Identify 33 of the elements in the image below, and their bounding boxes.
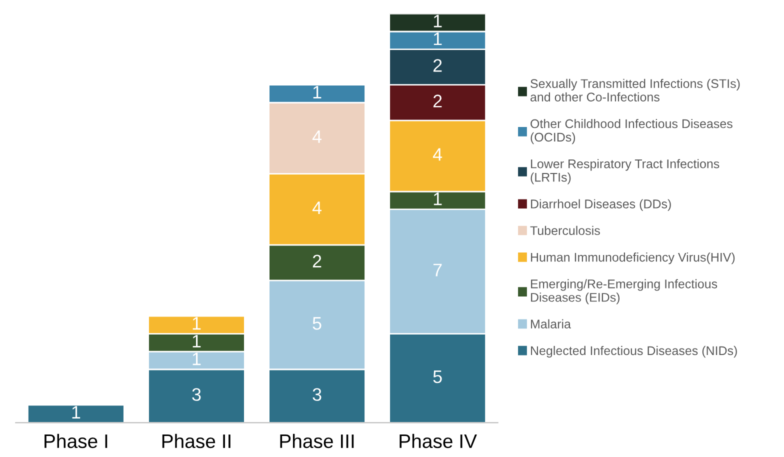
x-tick-label: Phase IV: [400, 434, 477, 448]
data-label: 4: [312, 202, 322, 214]
data-label: 4: [432, 148, 442, 161]
data-label: 1: [434, 14, 442, 28]
data-label: 3: [192, 388, 201, 401]
legend-label: Other Childhood Infectious Diseases (OCIDs): [530, 118, 732, 144]
data-label: 2: [433, 94, 442, 108]
data-label: 5: [312, 317, 322, 330]
data-label: 1: [434, 32, 442, 46]
data-label: 1: [192, 317, 201, 330]
data-label: 1: [192, 352, 201, 366]
x-tick-label: Phase III: [280, 434, 354, 448]
x-tick-label: Phase I: [44, 434, 108, 448]
data-label: 7: [433, 264, 442, 276]
data-label: 3: [312, 388, 322, 401]
data-label: 1: [72, 406, 80, 418]
data-label: 1: [313, 86, 322, 98]
data-label: 2: [312, 254, 322, 268]
x-tick-label: Phase II: [162, 434, 230, 448]
data-label: 2: [433, 59, 442, 72]
legend-label: Neglected Infectious Diseases (NIDs): [531, 346, 737, 358]
legend-label: Lower Respiratory Tract Infections (LRTIs): [530, 159, 720, 184]
legend-label: Emerging/Re-Emerging Infectious Diseases (EIDs): [531, 279, 718, 304]
data-label: 1: [434, 192, 442, 206]
bar: [27, 404, 125, 423]
legend-label: Malaria: [531, 319, 571, 328]
data-label: 4: [312, 130, 322, 143]
legend-label: Tuberculosis: [530, 226, 600, 236]
data-label: 5: [433, 370, 442, 384]
legend-label: Human Immunodeficiency Virus(HIV): [531, 252, 735, 264]
legend-label: Diarrhoel Diseases (DDs): [531, 199, 671, 211]
data-label: 1: [192, 334, 201, 348]
legend-label: Sexually Transmitted Infections (STIs) and other Co-Infections: [530, 78, 740, 102]
